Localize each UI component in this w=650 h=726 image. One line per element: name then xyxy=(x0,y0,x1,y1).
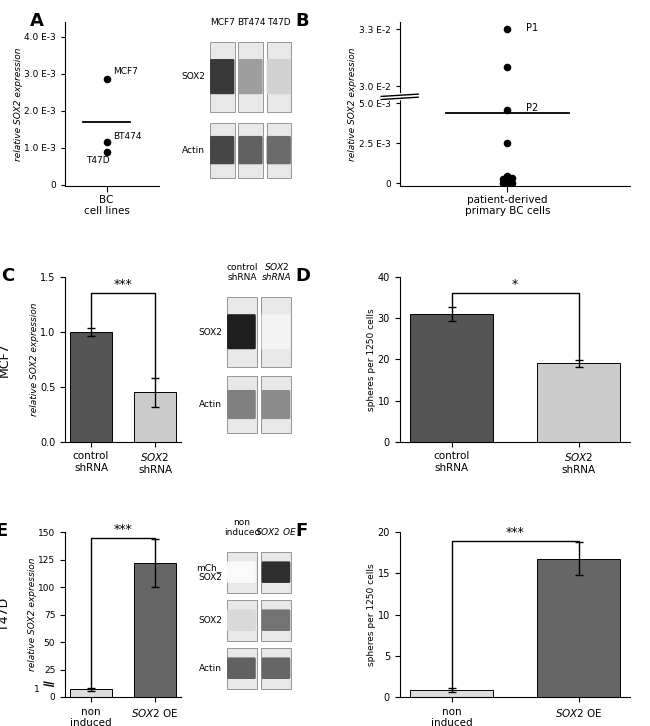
Y-axis label: spheres per 1250 cells: spheres per 1250 cells xyxy=(367,563,376,666)
Point xyxy=(502,137,513,149)
Text: BT474: BT474 xyxy=(237,17,265,27)
Bar xyxy=(210,41,235,113)
Text: P2: P2 xyxy=(526,103,538,113)
Bar xyxy=(239,123,263,178)
Bar xyxy=(210,123,235,178)
Bar xyxy=(226,600,257,641)
Text: P1: P1 xyxy=(526,23,538,33)
Text: non
induced: non induced xyxy=(224,518,260,537)
Bar xyxy=(261,600,291,641)
Bar xyxy=(261,552,291,592)
Bar xyxy=(410,690,493,697)
Text: SOX2: SOX2 xyxy=(181,73,205,81)
FancyBboxPatch shape xyxy=(239,136,263,164)
Bar xyxy=(261,297,291,367)
Point xyxy=(507,178,517,189)
Bar xyxy=(70,689,112,697)
Text: MCF7: MCF7 xyxy=(113,68,138,76)
Point xyxy=(498,173,508,184)
Point xyxy=(101,146,112,158)
Text: MCF7: MCF7 xyxy=(211,17,235,27)
FancyBboxPatch shape xyxy=(227,658,255,679)
Bar xyxy=(226,376,257,433)
Text: ***: *** xyxy=(114,278,133,291)
Text: T47D: T47D xyxy=(86,156,109,165)
FancyBboxPatch shape xyxy=(261,609,291,631)
Text: $\it{SOX2}$
shRNA: $\it{SOX2}$ shRNA xyxy=(262,261,291,282)
Text: Actin: Actin xyxy=(182,146,205,155)
Text: MCF7: MCF7 xyxy=(0,342,11,377)
Text: SOX2: SOX2 xyxy=(198,327,222,337)
Point xyxy=(507,172,517,184)
Text: 1: 1 xyxy=(34,685,40,694)
Text: B: B xyxy=(296,12,309,30)
FancyBboxPatch shape xyxy=(261,561,291,583)
Text: SOX2: SOX2 xyxy=(198,616,222,625)
Y-axis label: relative SOX2 expression: relative SOX2 expression xyxy=(348,47,358,161)
Text: $\it{SOX2}$ OE: $\it{SOX2}$ OE xyxy=(255,526,298,537)
FancyBboxPatch shape xyxy=(239,59,263,94)
Point xyxy=(499,174,510,186)
Bar xyxy=(538,364,620,441)
Text: T47D: T47D xyxy=(0,598,11,631)
Point xyxy=(101,136,112,148)
Bar xyxy=(261,648,291,689)
FancyBboxPatch shape xyxy=(210,136,235,164)
Text: C: C xyxy=(1,267,14,285)
Text: E: E xyxy=(0,523,8,540)
Bar xyxy=(266,123,291,178)
Bar xyxy=(410,314,493,441)
Bar xyxy=(261,376,291,433)
Point xyxy=(502,178,513,189)
Bar xyxy=(70,332,112,441)
Text: mCh_
SOX2: mCh_ SOX2 xyxy=(196,563,222,582)
FancyBboxPatch shape xyxy=(227,390,255,419)
Y-axis label: relative SOX2 expression: relative SOX2 expression xyxy=(28,558,36,672)
Text: Actin: Actin xyxy=(199,664,222,673)
Point xyxy=(502,24,513,36)
FancyBboxPatch shape xyxy=(266,136,291,164)
Bar xyxy=(134,392,176,441)
Text: control
shRNA: control shRNA xyxy=(226,263,258,282)
Bar xyxy=(266,41,291,113)
Text: ***: *** xyxy=(114,523,133,536)
FancyBboxPatch shape xyxy=(210,59,235,94)
Text: F: F xyxy=(296,523,308,540)
Bar xyxy=(134,563,176,697)
FancyBboxPatch shape xyxy=(261,658,291,679)
Text: D: D xyxy=(296,267,311,285)
Point xyxy=(101,73,112,85)
FancyBboxPatch shape xyxy=(266,59,291,94)
Text: ***: *** xyxy=(506,526,525,539)
Y-axis label: spheres per 1250 cells: spheres per 1250 cells xyxy=(367,308,376,411)
Y-axis label: relative SOX2 expression: relative SOX2 expression xyxy=(14,47,23,161)
Point xyxy=(502,104,513,115)
Bar xyxy=(226,648,257,689)
Text: A: A xyxy=(29,12,44,30)
FancyBboxPatch shape xyxy=(227,609,255,631)
FancyBboxPatch shape xyxy=(227,561,255,583)
Bar xyxy=(538,558,620,697)
Bar xyxy=(239,41,263,113)
Point xyxy=(502,178,513,189)
Point xyxy=(505,173,515,184)
Point xyxy=(502,171,513,182)
Point xyxy=(498,178,508,189)
FancyBboxPatch shape xyxy=(261,314,291,349)
Text: T47D: T47D xyxy=(267,17,291,27)
Text: Actin: Actin xyxy=(199,400,222,409)
Text: BT474: BT474 xyxy=(113,132,141,141)
Point xyxy=(502,62,513,73)
Bar xyxy=(226,552,257,592)
Y-axis label: relative SOX2 expression: relative SOX2 expression xyxy=(29,303,38,416)
FancyBboxPatch shape xyxy=(261,390,291,419)
FancyBboxPatch shape xyxy=(227,314,255,349)
Bar xyxy=(226,297,257,367)
Text: *: * xyxy=(512,279,518,291)
